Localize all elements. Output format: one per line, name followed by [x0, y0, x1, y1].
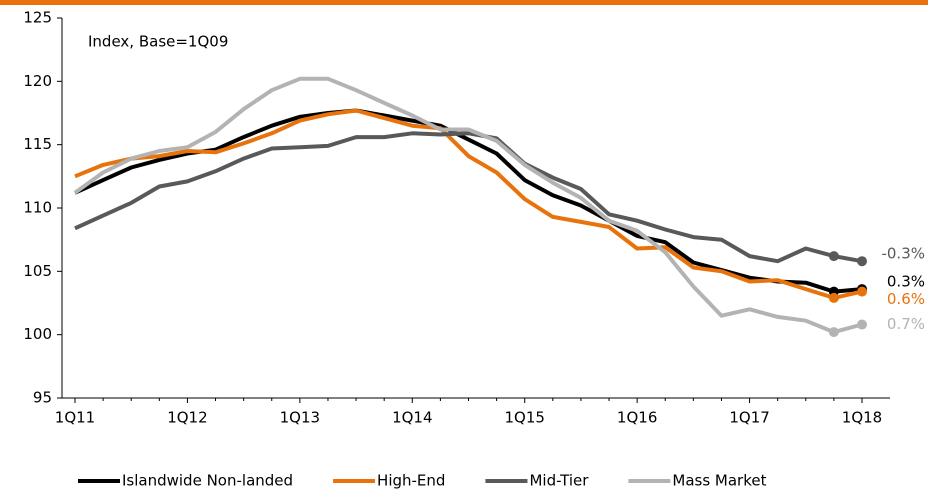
end-marker	[828, 327, 839, 338]
legend-label: Islandwide Non-landed	[122, 472, 293, 490]
x-tick-label: 1Q14	[392, 409, 432, 427]
series-line	[74, 131, 863, 264]
annotation: Index, Base=1Q09	[88, 33, 228, 51]
top-stripe	[0, 0, 928, 5]
y-tick-label: 95	[33, 389, 52, 407]
x-tick-label: 1Q18	[842, 409, 882, 427]
end-label: 0.7%	[887, 315, 925, 333]
y-tick-label: 115	[23, 135, 52, 153]
x-tick-label: 1Q12	[167, 409, 207, 427]
series-line	[74, 108, 863, 300]
y-tick-label: 100	[23, 325, 52, 343]
x-tick-label: 1Q13	[280, 409, 320, 427]
series-line	[74, 108, 863, 294]
end-marker	[828, 292, 839, 303]
end-marker	[857, 319, 867, 330]
x-tick-label: 1Q17	[729, 409, 769, 427]
legend-label: Mass Market	[672, 472, 766, 490]
end-marker	[828, 251, 839, 262]
end-label: 0.3%	[887, 273, 925, 291]
end-label: 0.6%	[887, 290, 925, 308]
legend-label: High-End	[377, 472, 445, 490]
end-marker	[857, 256, 867, 267]
x-tick-label: 1Q15	[504, 409, 544, 427]
x-tick-label: 1Q11	[55, 409, 95, 427]
end-label: -0.3%	[881, 245, 925, 263]
y-tick-label: 120	[23, 72, 52, 90]
y-tick-label: 110	[23, 199, 52, 217]
y-tick-label: 125	[23, 9, 52, 27]
end-marker	[857, 286, 867, 297]
legend-label: Mid-Tier	[529, 472, 589, 490]
series-line	[73, 76, 863, 335]
y-tick-label: 105	[23, 262, 52, 280]
x-tick-label: 1Q16	[617, 409, 657, 427]
